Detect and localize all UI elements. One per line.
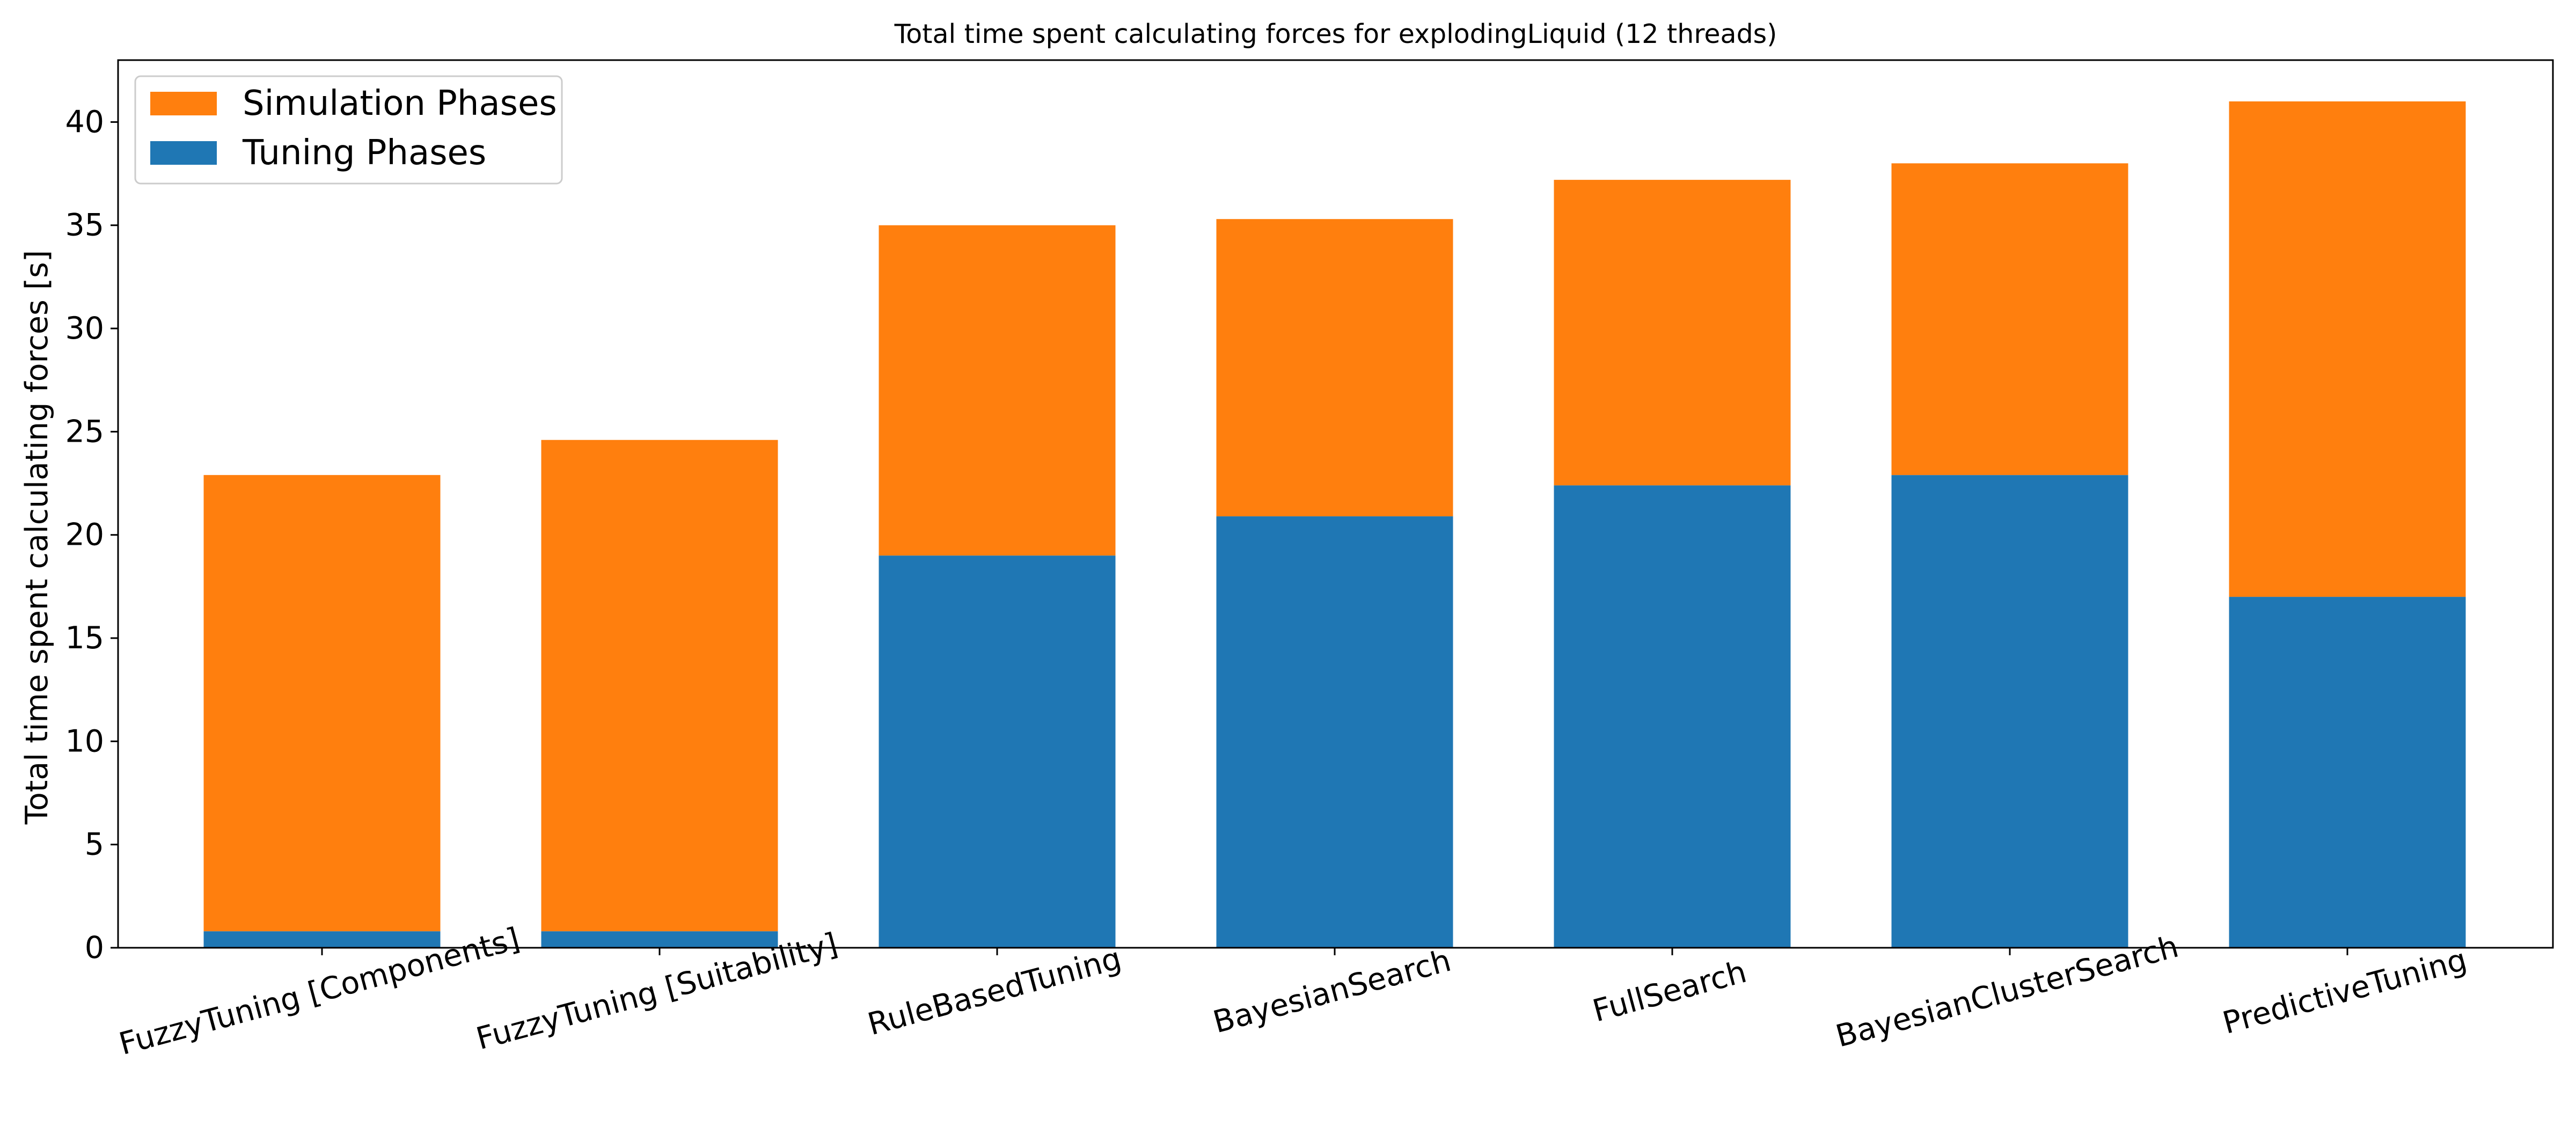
y-tick-label: 40 [65,104,104,140]
bar-simulation-phases-fuzzytuning-suitability [541,440,778,932]
bar-simulation-phases-rulebasedtuning [879,225,1116,556]
bar-tuning-phases-predictivetuning [2229,597,2466,948]
plot-area-frame [117,59,2554,949]
legend-swatch-tuning [150,141,217,165]
bar-simulation-phases-predictivetuning [2229,101,2466,597]
x-tick-label-rulebasedtuning: RuleBasedTuning [864,941,1125,1042]
y-tick-label: 5 [85,827,104,862]
y-axis-label: Total time spent calculating forces [s] [19,250,55,825]
y-tick-label: 30 [65,311,104,346]
y-tick-label: 25 [65,414,104,449]
x-tick-label-bayesiansearch: BayesianSearch [1210,943,1455,1041]
legend-box [134,75,563,185]
x-tick-label-fullsearch: FullSearch [1589,954,1750,1029]
bar-tuning-phases-fuzzytuning-components [203,931,441,948]
legend: Simulation Phases Tuning Phases [134,75,563,185]
legend-label-tuning: Tuning Phases [242,133,486,173]
bar-tuning-phases-fuzzytuning-suitability [541,931,778,948]
x-tick-label-predictivetuning: PredictiveTuning [2219,942,2471,1041]
legend-swatch-simulation [150,92,217,115]
y-tick-label: 35 [65,208,104,243]
bar-simulation-phases-bayesianclustersearch [1891,163,2128,475]
bar-simulation-phases-fullsearch [1554,180,1791,486]
bar-tuning-phases-fullsearch [1554,485,1791,948]
y-tick-label: 15 [65,620,104,656]
chart-title: Total time spent calculating forces for … [894,19,1777,49]
bar-tuning-phases-bayesianclustersearch [1891,475,2128,948]
bars-group [203,101,2466,948]
y-tick-label: 10 [65,723,104,759]
bar-tuning-phases-bayesiansearch [1216,516,1453,948]
bar-simulation-phases-bayesiansearch [1216,219,1453,517]
bar-tuning-phases-rulebasedtuning [879,555,1116,948]
y-axis-ticks: 0 5 10 15 20 25 30 35 40 [65,104,118,965]
legend-label-simulation: Simulation Phases [243,84,557,123]
y-tick-label: 0 [85,930,104,965]
bar-simulation-phases-fuzzytuning-components [203,475,441,932]
y-tick-label: 20 [65,517,104,553]
